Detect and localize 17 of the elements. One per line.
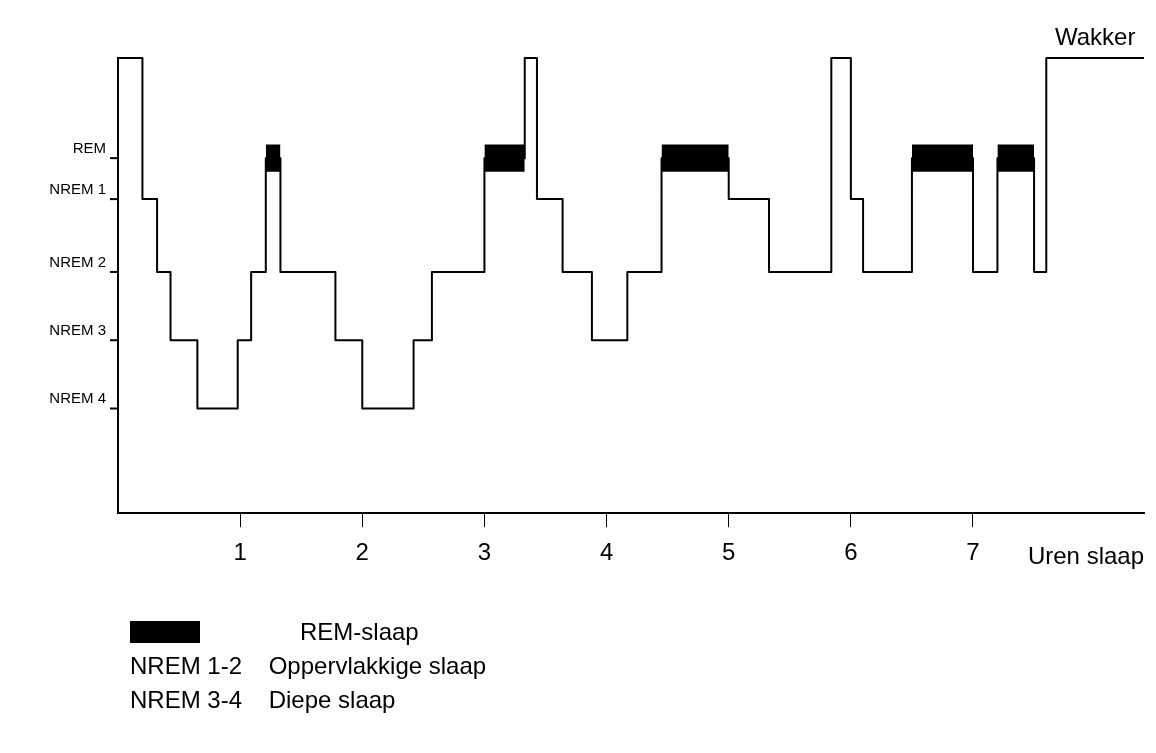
text: NREM 2	[49, 252, 106, 270]
x-axis-title: Uren slaap	[1027, 541, 1144, 569]
text: NREM 1-2 Oppervlakkige slaap	[130, 651, 487, 681]
text: REM	[72, 138, 106, 156]
text: NREM 1	[49, 179, 106, 197]
text: NREM 3	[49, 320, 106, 338]
text: REM-slaap	[300, 617, 419, 647]
x-tick-label: 2	[355, 538, 369, 566]
text: NREM 3-4 Diepe slaap	[130, 685, 397, 715]
text: NREM 4	[49, 389, 106, 407]
x-tick-label: 4	[599, 538, 614, 566]
x-tick-label: 7	[966, 538, 980, 566]
x-tick-label: 6	[844, 538, 858, 566]
x-tick-label: 3	[477, 538, 492, 566]
x-tick-label: 5	[722, 538, 736, 566]
x-tick-label: 1	[233, 538, 247, 566]
annotation: Wakker	[1054, 22, 1136, 50]
